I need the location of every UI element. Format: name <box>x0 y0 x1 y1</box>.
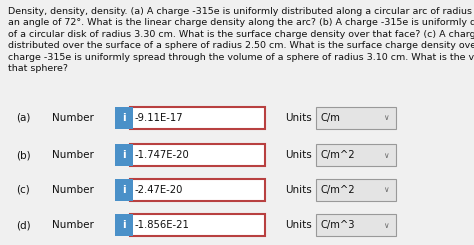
FancyBboxPatch shape <box>316 107 396 129</box>
FancyBboxPatch shape <box>316 214 396 236</box>
Text: Units: Units <box>285 220 312 230</box>
Text: C/m^3: C/m^3 <box>321 220 356 230</box>
Text: Density, density, density. (a) A charge -315e is uniformly distributed along a c: Density, density, density. (a) A charge … <box>8 7 474 73</box>
Text: (d): (d) <box>16 220 31 230</box>
Text: i: i <box>122 150 126 160</box>
Text: (b): (b) <box>16 150 31 160</box>
Text: -9.11E-17: -9.11E-17 <box>135 113 183 123</box>
Text: Units: Units <box>285 150 312 160</box>
FancyBboxPatch shape <box>316 144 396 166</box>
Text: ∨: ∨ <box>383 113 389 122</box>
FancyBboxPatch shape <box>115 107 133 129</box>
Text: Units: Units <box>285 185 312 195</box>
Text: Number: Number <box>52 113 94 123</box>
FancyBboxPatch shape <box>115 179 133 201</box>
FancyBboxPatch shape <box>130 107 265 129</box>
Text: (a): (a) <box>16 113 30 123</box>
FancyBboxPatch shape <box>130 179 265 201</box>
Text: i: i <box>122 185 126 195</box>
FancyBboxPatch shape <box>115 144 133 166</box>
Text: ∨: ∨ <box>383 185 389 195</box>
Text: -1.747E-20: -1.747E-20 <box>135 150 190 160</box>
Text: C/m^2: C/m^2 <box>321 150 356 160</box>
Text: Number: Number <box>52 185 94 195</box>
Text: ∨: ∨ <box>383 220 389 230</box>
Text: (c): (c) <box>16 185 30 195</box>
Text: C/m: C/m <box>321 113 341 123</box>
Text: Number: Number <box>52 220 94 230</box>
FancyBboxPatch shape <box>130 214 265 236</box>
Text: Units: Units <box>285 113 312 123</box>
FancyBboxPatch shape <box>316 179 396 201</box>
Text: ∨: ∨ <box>383 150 389 159</box>
FancyBboxPatch shape <box>115 214 133 236</box>
Text: C/m^2: C/m^2 <box>321 185 356 195</box>
Text: i: i <box>122 113 126 123</box>
FancyBboxPatch shape <box>130 144 265 166</box>
Text: i: i <box>122 220 126 230</box>
Text: Number: Number <box>52 150 94 160</box>
Text: -2.47E-20: -2.47E-20 <box>135 185 183 195</box>
Text: -1.856E-21: -1.856E-21 <box>135 220 190 230</box>
